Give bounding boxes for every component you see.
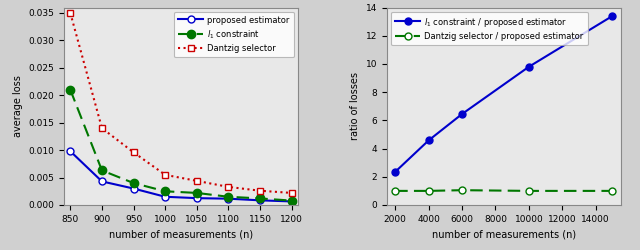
Line: Dantzig selector: Dantzig selector <box>67 10 295 196</box>
Dantzig selector <box>130 151 138 154</box>
Dantzig selector <box>193 179 200 182</box>
proposed estimator <box>256 199 264 202</box>
Dantzig selector <box>256 189 264 192</box>
proposed estimator <box>67 150 74 153</box>
Line: Dantzig selector / proposed estimator: Dantzig selector / proposed estimator <box>392 187 616 194</box>
proposed estimator <box>225 197 232 200</box>
Y-axis label: average loss: average loss <box>13 75 23 137</box>
Legend: $l_1$ constraint / proposed estimator, Dantzig selector / proposed estimator: $l_1$ constraint / proposed estimator, D… <box>391 12 588 46</box>
Y-axis label: ratio of losses: ratio of losses <box>350 72 360 140</box>
Dantzig selector / proposed estimator <box>392 190 399 192</box>
Dantzig selector <box>225 186 232 188</box>
$l_1$ constraint / proposed estimator <box>609 14 616 18</box>
$l_1$ constraint <box>193 192 200 194</box>
$l_1$ constraint <box>161 190 169 193</box>
$l_1$ constraint <box>67 88 74 91</box>
Dantzig selector / proposed estimator <box>525 190 532 192</box>
Dantzig selector <box>288 192 296 194</box>
proposed estimator <box>98 180 106 183</box>
proposed estimator <box>161 195 169 198</box>
$l_1$ constraint <box>130 182 138 184</box>
Line: $l_1$ constraint: $l_1$ constraint <box>66 86 296 205</box>
X-axis label: number of measurements (n): number of measurements (n) <box>109 229 253 239</box>
Line: proposed estimator: proposed estimator <box>67 148 295 205</box>
$l_1$ constraint / proposed estimator <box>525 65 532 68</box>
Dantzig selector / proposed estimator <box>458 189 466 192</box>
Dantzig selector <box>98 127 106 130</box>
Dantzig selector <box>161 173 169 176</box>
X-axis label: number of measurements (n): number of measurements (n) <box>432 229 576 239</box>
$l_1$ constraint / proposed estimator <box>458 112 466 116</box>
$l_1$ constraint <box>225 195 232 198</box>
proposed estimator <box>193 197 200 200</box>
$l_1$ constraint / proposed estimator <box>425 139 433 142</box>
Dantzig selector <box>67 12 74 14</box>
$l_1$ constraint <box>98 169 106 172</box>
$l_1$ constraint <box>256 197 264 200</box>
Legend: proposed estimator, $l_1$ constraint, Dantzig selector: proposed estimator, $l_1$ constraint, Da… <box>174 12 294 57</box>
$l_1$ constraint / proposed estimator <box>392 170 399 173</box>
Line: $l_1$ constraint / proposed estimator: $l_1$ constraint / proposed estimator <box>392 12 616 175</box>
Dantzig selector / proposed estimator <box>425 190 433 192</box>
proposed estimator <box>130 187 138 190</box>
$l_1$ constraint <box>288 199 296 202</box>
proposed estimator <box>288 200 296 203</box>
Dantzig selector / proposed estimator <box>609 190 616 192</box>
